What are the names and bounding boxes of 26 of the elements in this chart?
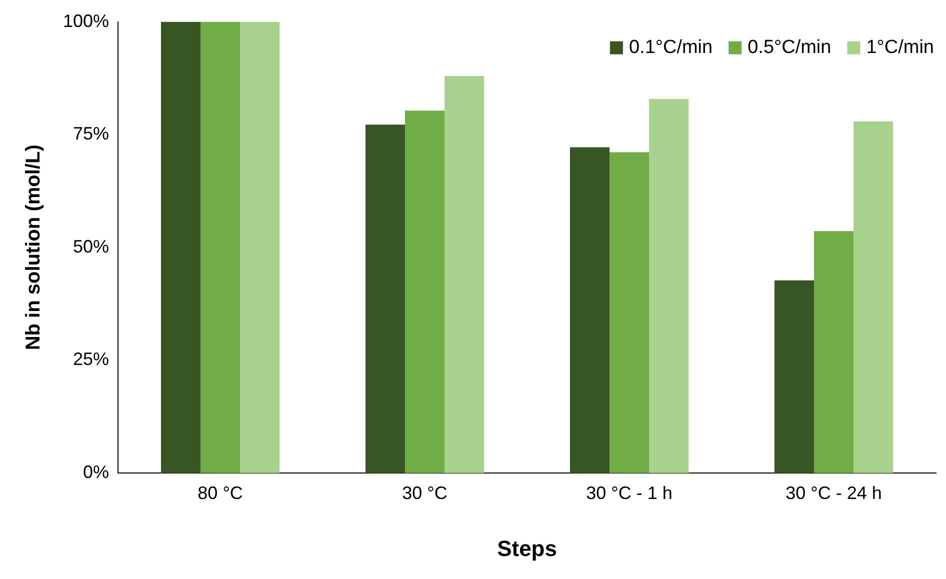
- bar: [365, 124, 406, 473]
- x-tick-label: 30 °C: [402, 482, 448, 503]
- bar: [570, 147, 610, 473]
- y-tick-label: 50%: [73, 236, 110, 256]
- legend-label: 1°C/min: [866, 37, 934, 58]
- x-tick-label: 80 °C: [198, 482, 243, 503]
- bar: [240, 22, 280, 473]
- x-tick-label: 30 °C - 1 h: [586, 482, 672, 503]
- y-tick-label: 0%: [83, 462, 110, 482]
- legend-label: 0.1°C/min: [628, 37, 713, 58]
- bar: [405, 110, 445, 473]
- bar: [160, 22, 201, 473]
- legend-label: 0.5°C/min: [748, 37, 832, 58]
- bar: [444, 76, 484, 473]
- y-axis-title: Nb in solution (mol/L): [22, 144, 45, 350]
- y-tick-label: 100%: [62, 10, 110, 31]
- y-tick-label: 25%: [73, 349, 110, 370]
- x-axis-title: Steps: [497, 536, 557, 561]
- bar: [774, 280, 814, 473]
- x-tick-label: 30 °C - 24 h: [786, 482, 882, 503]
- bar: [609, 152, 650, 473]
- bar: [649, 98, 689, 473]
- bar: [814, 231, 854, 473]
- bar: [854, 122, 894, 473]
- y-tick-label: 75%: [73, 124, 110, 144]
- bar: [200, 22, 240, 473]
